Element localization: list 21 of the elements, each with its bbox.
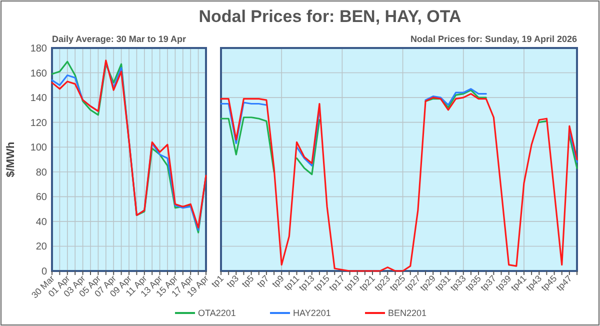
y-tick-label: 140: [30, 93, 48, 104]
chart-title: Nodal Prices for: BEN, HAY, OTA: [198, 7, 462, 26]
y-axis-title: $/MWh: [5, 142, 17, 178]
legend-label: HAY2201: [293, 308, 331, 318]
y-tick-label: 120: [30, 118, 48, 129]
x-tick-label: tp1: [209, 273, 226, 290]
x-tick-label: tp5: [240, 273, 256, 290]
chart-subtitle: Nodal Prices for: Sunday, 19 April 2026: [410, 34, 577, 44]
y-tick-label: 40: [36, 216, 48, 228]
y-tick-label: 100: [30, 142, 48, 154]
y-tick-label: 80: [36, 167, 48, 178]
x-tick-label: tp7: [254, 273, 271, 290]
legend-label: OTA2201: [198, 308, 236, 318]
chart-subtitle: Daily Average: 30 Mar to 19 Apr: [52, 34, 187, 44]
y-tick-label: 0: [41, 266, 48, 278]
y-tick-label: 160: [30, 68, 48, 80]
legend-label: BEN2201: [388, 308, 427, 318]
y-tick-label: 180: [30, 44, 48, 54]
y-tick-label: 60: [36, 192, 48, 204]
y-tick-label: 20: [36, 242, 48, 253]
x-tick-label: tp3: [224, 273, 241, 290]
